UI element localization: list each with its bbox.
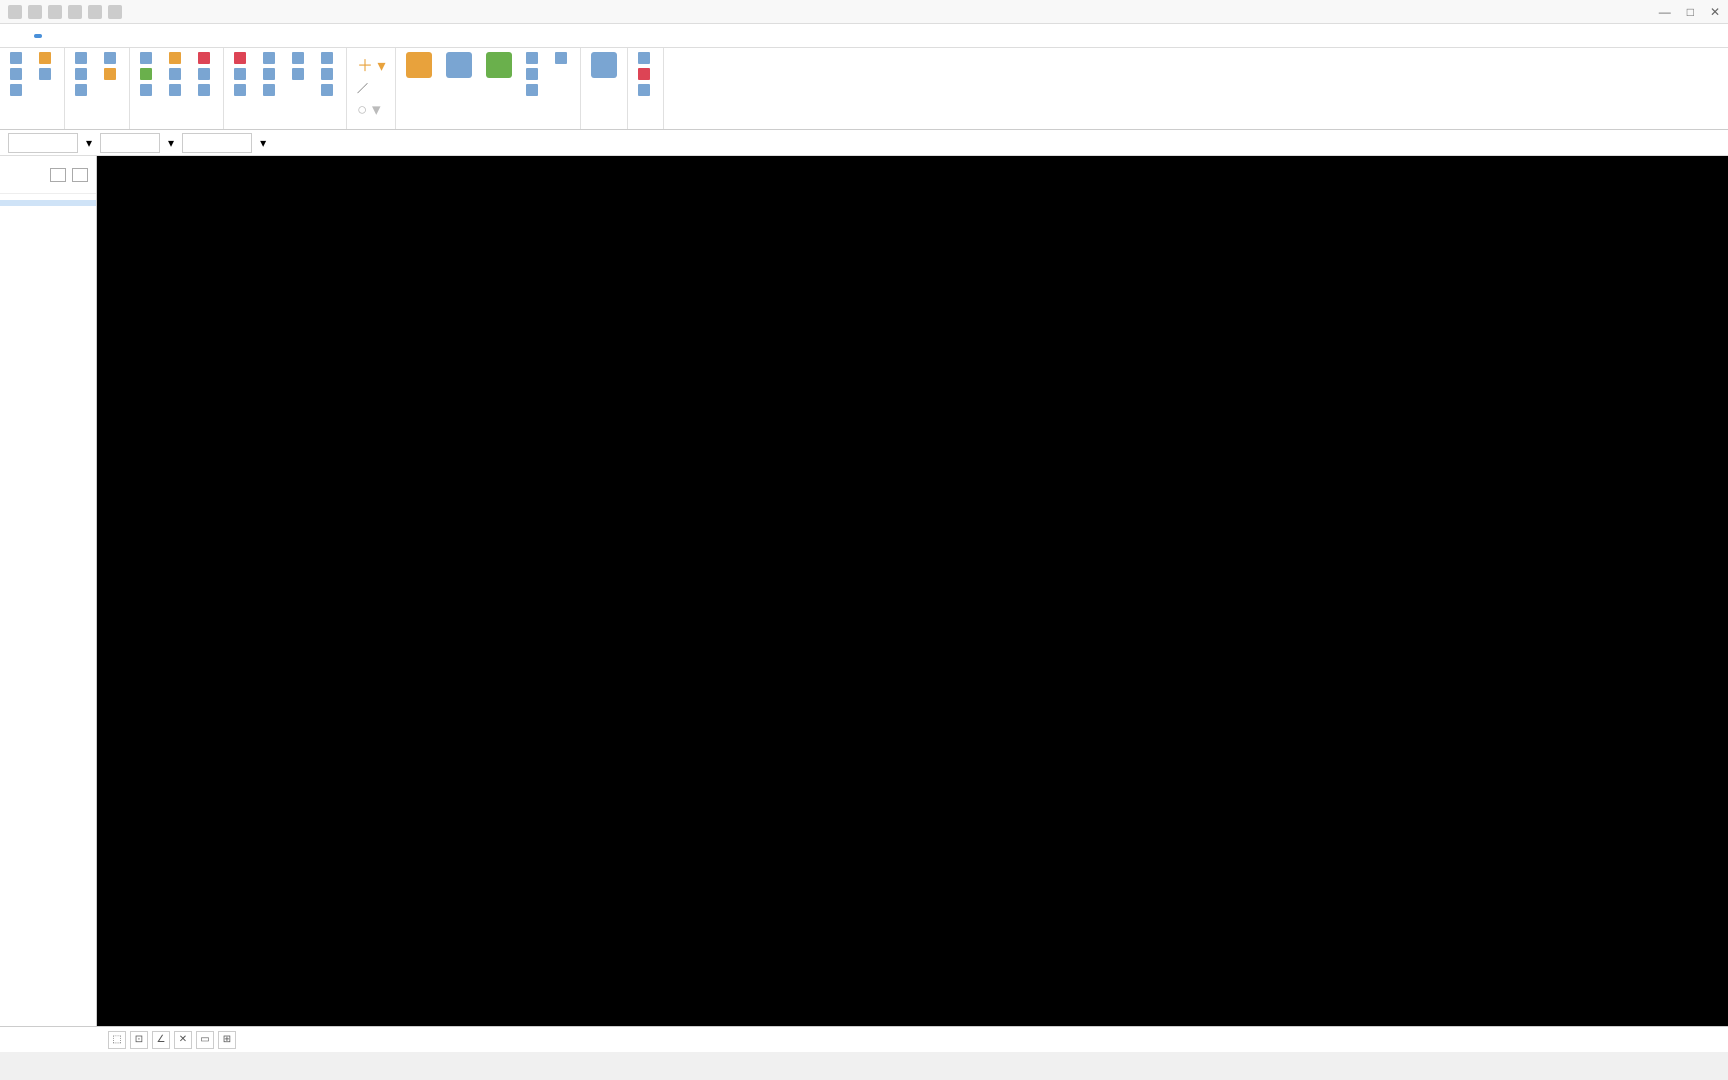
draw-point[interactable]: ＋ ▾ [357, 52, 385, 76]
tool-icon[interactable]: ⊞ [218, 1031, 236, 1049]
ribbon-group-draw: ＋ ▾ ／ ○ ▾ [347, 48, 396, 129]
mirror-btn[interactable] [263, 68, 278, 80]
ribbon-group-select [0, 48, 65, 129]
smart-layout[interactable] [591, 52, 617, 80]
two-point-axis[interactable] [198, 52, 213, 64]
ribbon-group-identify-col [396, 48, 581, 129]
auto-align-top[interactable] [169, 68, 184, 80]
ribbon-group-modify [224, 48, 347, 129]
select-component[interactable] [10, 52, 25, 64]
menu-bar [0, 24, 1728, 48]
menu-cloud[interactable] [138, 34, 146, 38]
ribbon-group-general [130, 48, 224, 129]
left-panel [0, 156, 97, 1026]
category-select[interactable] [8, 133, 78, 153]
panel-header [0, 156, 96, 194]
shift-btn[interactable] [321, 52, 336, 64]
qat-icon[interactable] [108, 5, 122, 19]
gen-structural-col[interactable] [638, 68, 653, 80]
cloud-check[interactable] [140, 68, 155, 80]
menu-project-settings[interactable] [8, 34, 16, 38]
define-btn[interactable] [140, 52, 155, 64]
tool-icon[interactable]: ✕ [174, 1031, 192, 1049]
ribbon-group-col-edit [628, 48, 664, 129]
adjust-col-end[interactable] [638, 52, 653, 64]
trim-btn[interactable] [292, 52, 307, 64]
select-property[interactable] [10, 84, 25, 96]
minimize-icon[interactable]: — [1659, 5, 1671, 19]
qat-icon[interactable] [68, 5, 82, 19]
type-select[interactable] [100, 133, 160, 153]
qat-icon[interactable] [88, 5, 102, 19]
window-buttons: — □ ✕ [1659, 5, 1720, 19]
check-col-element[interactable] [526, 68, 541, 80]
identify-floor-table[interactable] [104, 52, 119, 64]
drawing-canvas[interactable] [97, 156, 1728, 1026]
find-replace[interactable] [75, 68, 90, 80]
instance-select[interactable] [182, 133, 252, 153]
status-tools: ⬚ ⊡ ∠ ✕ ▭ ⊞ [108, 1031, 236, 1049]
move-btn[interactable] [234, 84, 249, 96]
identify-col[interactable] [486, 52, 512, 96]
tool-icon[interactable]: ⬚ [108, 1031, 126, 1049]
quick-access-toolbar [8, 5, 122, 19]
status-bar: ⬚ ⊡ ∠ ✕ ▭ ⊞ [0, 1026, 1728, 1052]
menu-view[interactable] [86, 34, 94, 38]
workspace [0, 156, 1728, 1026]
menu-igms[interactable] [190, 34, 198, 38]
draw-arc[interactable]: ○ ▾ [357, 100, 385, 120]
selector-bar: ▾ ▾ ▾ [0, 130, 1728, 156]
title-bar: — □ ✕ [0, 0, 1728, 24]
tool-icon[interactable]: ⊡ [130, 1031, 148, 1049]
tool-icon[interactable]: ▭ [196, 1031, 214, 1049]
merge-btn[interactable] [321, 68, 336, 80]
cad-identify-options[interactable] [104, 68, 119, 80]
check-col-detail[interactable] [526, 52, 541, 64]
floor-plan [97, 156, 1728, 1026]
rotate-btn[interactable] [263, 52, 278, 64]
fill-identify-col[interactable] [555, 52, 570, 64]
qat-icon[interactable] [28, 5, 42, 19]
grid-view-icon[interactable] [72, 168, 88, 182]
component-tree [0, 194, 96, 218]
identify-col-table[interactable] [406, 52, 432, 96]
shortcut-search[interactable] [1712, 34, 1720, 38]
select-mode[interactable] [10, 68, 25, 80]
break-btn[interactable] [321, 84, 336, 96]
ribbon: ＋ ▾ ／ ○ ▾ [0, 48, 1728, 130]
find-element[interactable] [39, 52, 54, 64]
save-element[interactable] [169, 84, 184, 96]
restore-cad[interactable] [75, 84, 90, 96]
menu-modeling[interactable] [34, 34, 42, 38]
qat-icon[interactable] [8, 5, 22, 19]
align-btn[interactable] [292, 68, 307, 80]
delete-btn[interactable] [234, 52, 249, 64]
filter-element[interactable] [39, 68, 54, 80]
menu-tools[interactable] [112, 34, 120, 38]
gen-col-edge[interactable] [526, 84, 541, 96]
draw-line[interactable]: ／ [357, 80, 385, 96]
check-annotation[interactable] [638, 84, 653, 96]
ribbon-group-drawing [65, 48, 130, 129]
qat-icon[interactable] [48, 5, 62, 19]
menu-quantity[interactable] [60, 34, 68, 38]
menu-collab[interactable] [164, 34, 172, 38]
lock-btn[interactable] [140, 84, 155, 96]
ribbon-group-smart [581, 48, 628, 129]
length-annotation[interactable] [198, 68, 213, 80]
tree-item[interactable] [0, 212, 96, 218]
close-icon[interactable]: ✕ [1710, 5, 1720, 19]
list-view-icon[interactable] [50, 168, 66, 182]
maximize-icon[interactable]: □ [1687, 5, 1694, 19]
identify-col-detail[interactable] [446, 52, 472, 96]
set-scale[interactable] [75, 52, 90, 64]
tool-icon[interactable]: ∠ [152, 1031, 170, 1049]
copy-to-layer[interactable] [169, 52, 184, 64]
copy-btn[interactable] [234, 68, 249, 80]
offset-btn[interactable] [263, 84, 278, 96]
convert-element[interactable] [198, 84, 213, 96]
